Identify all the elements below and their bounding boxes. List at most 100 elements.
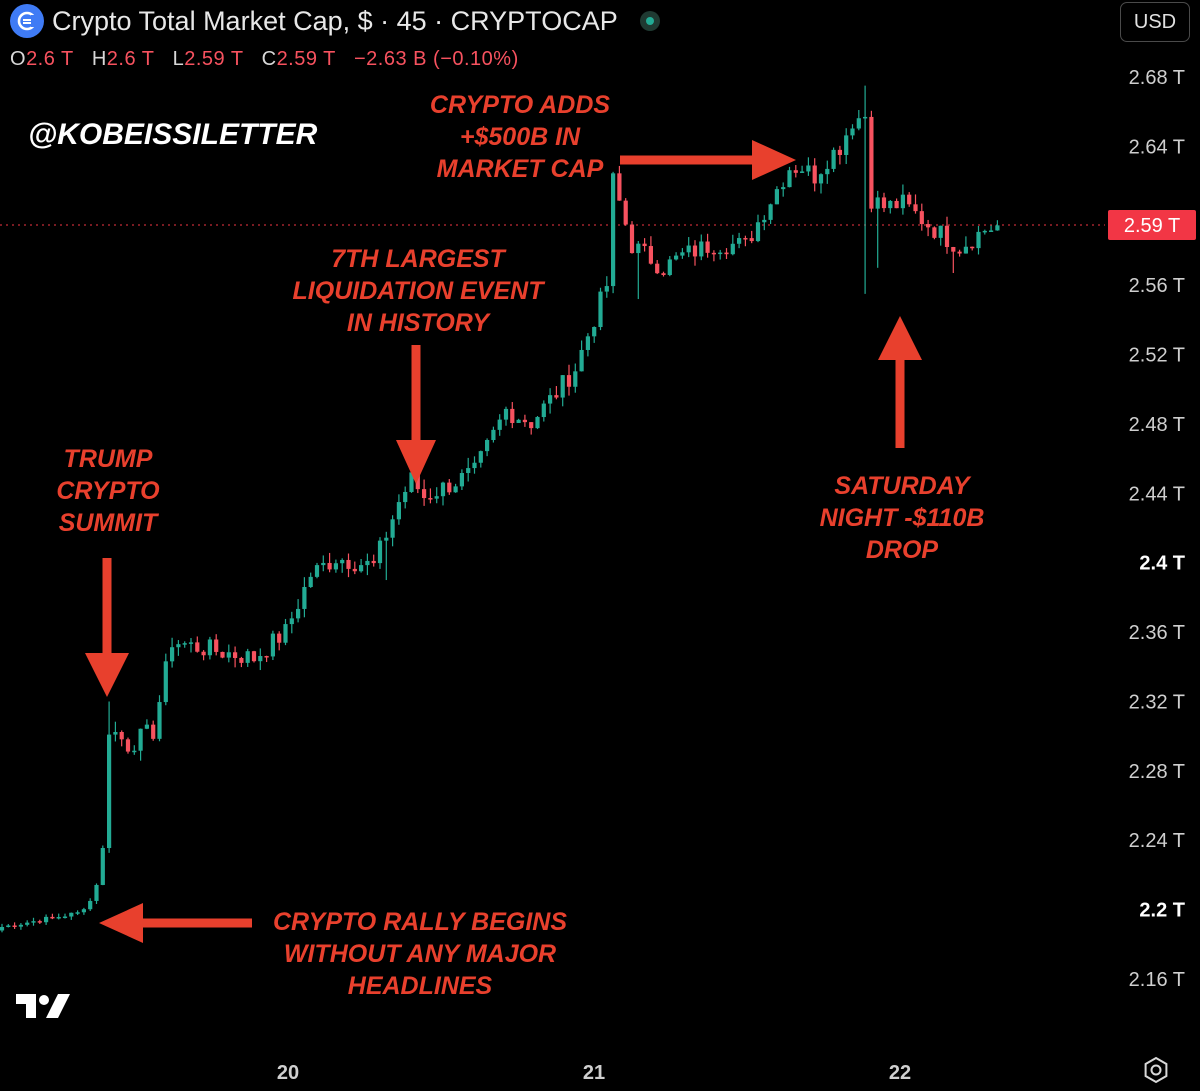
candle-body	[781, 187, 786, 190]
candle-body	[585, 336, 590, 350]
candle-body	[995, 225, 1000, 231]
candle-body	[377, 540, 383, 564]
y-tick-label: 2.16 T	[1129, 969, 1185, 991]
candle-body	[844, 135, 849, 155]
annotation-line: HEADLINES	[347, 972, 493, 1000]
candle-body	[384, 537, 389, 541]
candle-body	[989, 230, 994, 232]
candle-body	[674, 255, 679, 260]
candle-body	[157, 702, 162, 739]
annotation-line: CRYPTO RALLY BEGINS	[272, 908, 568, 936]
candle-body	[245, 651, 250, 663]
candle-body	[699, 241, 704, 257]
candle-body	[888, 200, 893, 209]
ohlc-legend: O2.6 T H2.6 T L2.59 T C2.59 T −2.63 B (−…	[10, 48, 531, 71]
time-axis[interactable]: 20 21 22	[277, 1062, 911, 1084]
candle-body	[768, 204, 773, 220]
y-tick-label: 2.2 T	[1139, 900, 1185, 922]
close-value: 2.59 T	[276, 48, 336, 70]
low-label: L	[172, 48, 185, 70]
candle-body	[497, 419, 502, 430]
candle-body	[573, 371, 578, 387]
candle-body	[938, 225, 943, 238]
candle-body	[711, 252, 716, 255]
candle-body	[264, 656, 269, 658]
annotation-line: CRYPTO ADDS	[429, 91, 611, 119]
candle-body	[655, 263, 660, 274]
candle-body	[863, 116, 868, 119]
candle-body	[963, 246, 968, 254]
candle-body	[793, 170, 798, 173]
candle-body	[970, 246, 975, 249]
candle-body	[648, 246, 653, 264]
candle-body	[850, 128, 855, 136]
symbol-title[interactable]: Crypto Total Market Cap, $ · 45 · CRYPTO…	[52, 5, 618, 36]
candle-body	[755, 222, 761, 242]
candle-body	[188, 642, 194, 644]
candle-body	[176, 644, 181, 648]
candle-body	[737, 238, 742, 244]
candle-body	[327, 562, 332, 570]
candle-body	[119, 732, 124, 740]
y-tick-label: 2.4 T	[1139, 553, 1185, 575]
candle-body	[831, 149, 836, 169]
candle-body	[825, 168, 830, 175]
candle-body	[459, 473, 464, 487]
candle-body	[144, 724, 149, 729]
candle-body	[226, 652, 231, 658]
annotation-line: MARKET CAP	[436, 155, 604, 183]
price-axis[interactable]: 2.68 T 2.64 T 2.56 T 2.52 T 2.48 T 2.44 T 2.4 …	[1129, 67, 1185, 991]
candle-body	[81, 909, 86, 913]
candle-body	[667, 259, 672, 276]
tradingview-logo-icon[interactable]	[14, 990, 72, 1022]
annotation-line: IN HISTORY	[346, 309, 490, 337]
candle-body	[365, 560, 370, 566]
market-status-icon[interactable]	[639, 11, 660, 31]
candle-body	[516, 419, 521, 423]
candle-body	[800, 171, 805, 173]
current-price-label: 2.59 T	[1108, 210, 1196, 240]
candle-body	[283, 624, 288, 643]
candle-body	[510, 408, 515, 423]
arrowhead-up-icon	[878, 316, 922, 360]
candle-body	[6, 925, 11, 928]
candle-body	[409, 472, 414, 492]
candle-body	[818, 174, 824, 184]
candle-body	[812, 165, 817, 184]
x-tick-label: 20	[277, 1062, 299, 1084]
candle-body	[724, 252, 729, 255]
candle-body	[629, 224, 635, 254]
annotation-line: SUMMIT	[58, 509, 158, 537]
candle-body	[926, 224, 931, 228]
arrowhead-down-icon	[85, 653, 129, 697]
candles-layer	[0, 85, 1000, 933]
candle-body	[233, 652, 238, 658]
candle-body	[881, 197, 887, 209]
candle-body	[705, 241, 710, 253]
arrowhead-left-icon	[99, 903, 143, 943]
annotation-arrows	[85, 140, 922, 943]
candle-body	[875, 197, 880, 209]
candle-body	[308, 576, 313, 588]
candle-body	[214, 639, 219, 652]
candle-body	[296, 608, 301, 619]
candle-body	[774, 189, 779, 205]
candle-body	[37, 921, 42, 923]
candle-body	[491, 429, 496, 441]
candle-body	[907, 194, 912, 205]
annotation-line: DROP	[865, 536, 939, 564]
y-tick-label: 2.48 T	[1129, 414, 1185, 436]
chart-settings-icon[interactable]	[1142, 1056, 1170, 1084]
candle-body	[113, 732, 118, 735]
annotation-line: CRYPTO	[56, 477, 160, 505]
candle-body	[163, 661, 168, 703]
symbol-header[interactable]: Crypto Total Market Cap, $ · 45 · CRYPTO…	[10, 4, 660, 38]
candle-body	[151, 724, 156, 739]
arrowhead-down-icon	[396, 440, 436, 484]
candle-body	[636, 243, 641, 254]
candle-body	[182, 643, 187, 645]
currency-selector[interactable]: USD	[1120, 2, 1190, 42]
candle-body	[333, 563, 338, 570]
candle-body	[352, 568, 357, 572]
